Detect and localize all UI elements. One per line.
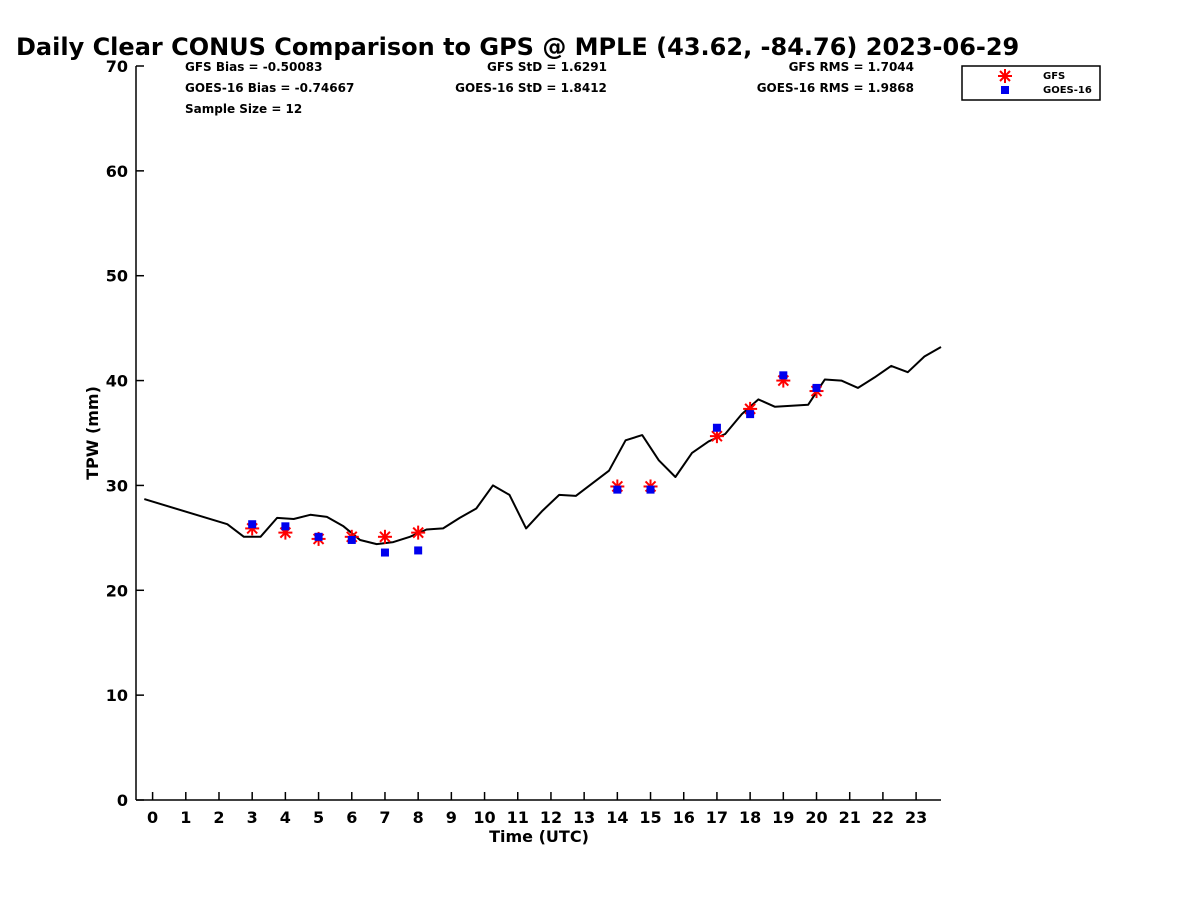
goes-bias-stat: GOES-16 Bias = -0.74667	[185, 81, 354, 95]
y-tick-label: 10	[106, 686, 128, 705]
legend-box	[961, 65, 1101, 101]
x-tick-label: 19	[772, 808, 794, 827]
plot-area	[144, 346, 942, 557]
x-tick-label: 5	[313, 808, 324, 827]
goes-point	[712, 423, 721, 432]
gfs-point	[377, 529, 392, 544]
goes-point	[746, 410, 755, 419]
y-axis-ticks: 0 10 20 30 40 50 60 70	[106, 57, 144, 810]
x-tick-label: 21	[839, 808, 861, 827]
x-axis-label: Time (UTC)	[489, 827, 589, 846]
legend-gfs-marker	[998, 69, 1012, 83]
gps-line	[144, 346, 942, 546]
gfs-rms-stat: GFS RMS = 1.7044	[789, 60, 914, 74]
x-tick-label: 18	[739, 808, 761, 827]
x-tick-label: 15	[639, 808, 661, 827]
x-tick-label: 9	[446, 808, 457, 827]
goes-point	[613, 485, 622, 494]
goes-point	[314, 532, 323, 541]
x-tick-label: 10	[473, 808, 495, 827]
gfs-std-stat: GFS StD = 1.6291	[487, 60, 607, 74]
y-axis-label: TPW (mm)	[83, 386, 102, 480]
x-tick-label: 8	[413, 808, 424, 827]
y-tick-label: 20	[106, 581, 128, 600]
y-tick-label: 30	[106, 476, 128, 495]
y-tick-label: 50	[106, 267, 128, 286]
x-tick-label: 13	[573, 808, 595, 827]
sample-size-stat: Sample Size = 12	[185, 102, 302, 116]
gfs-bias-stat: GFS Bias = -0.50083	[185, 60, 322, 74]
legend-gfs-label: GFS	[1043, 71, 1065, 82]
chart-title: Daily Clear CONUS Comparison to GPS @ MP…	[16, 33, 1019, 61]
x-tick-label: 20	[805, 808, 827, 827]
x-tick-label: 22	[872, 808, 894, 827]
x-tick-label: 12	[540, 808, 562, 827]
x-tick-label: 4	[280, 808, 291, 827]
goes-rms-stat: GOES-16 RMS = 1.9868	[757, 81, 914, 95]
legend: GFS GOES-16	[961, 65, 1101, 101]
x-tick-label: 6	[346, 808, 357, 827]
x-tick-label: 0	[147, 808, 158, 827]
y-tick-label: 40	[106, 372, 128, 391]
goes-point	[812, 383, 821, 392]
x-tick-label: 17	[706, 808, 728, 827]
x-tick-label: 14	[606, 808, 628, 827]
goes-point	[414, 546, 423, 555]
x-tick-label: 3	[247, 808, 258, 827]
x-tick-label: 2	[213, 808, 224, 827]
goes-std-stat: GOES-16 StD = 1.8412	[455, 81, 607, 95]
y-tick-label: 60	[106, 162, 128, 181]
y-tick-label: 70	[106, 57, 128, 76]
goes-point	[380, 548, 389, 557]
gfs-point	[411, 525, 426, 540]
x-tick-label: 16	[673, 808, 695, 827]
x-tick-label: 1	[180, 808, 191, 827]
goes-point	[347, 535, 356, 544]
goes-point	[281, 522, 290, 531]
goes-point	[248, 520, 257, 529]
x-tick-label: 23	[905, 808, 927, 827]
goes-point	[779, 371, 788, 380]
x-axis-ticks: 0 1 2 3 4 5 6 7 8 9 10 11 12 13 14 15 16 17 18 19 20 21 22 23	[147, 792, 927, 827]
legend-goes-marker	[1001, 86, 1009, 94]
legend-goes-label: GOES-16	[1043, 85, 1092, 96]
x-tick-label: 7	[379, 808, 390, 827]
y-tick-label: 0	[117, 791, 128, 810]
goes-point	[646, 485, 655, 494]
x-tick-label: 11	[507, 808, 529, 827]
